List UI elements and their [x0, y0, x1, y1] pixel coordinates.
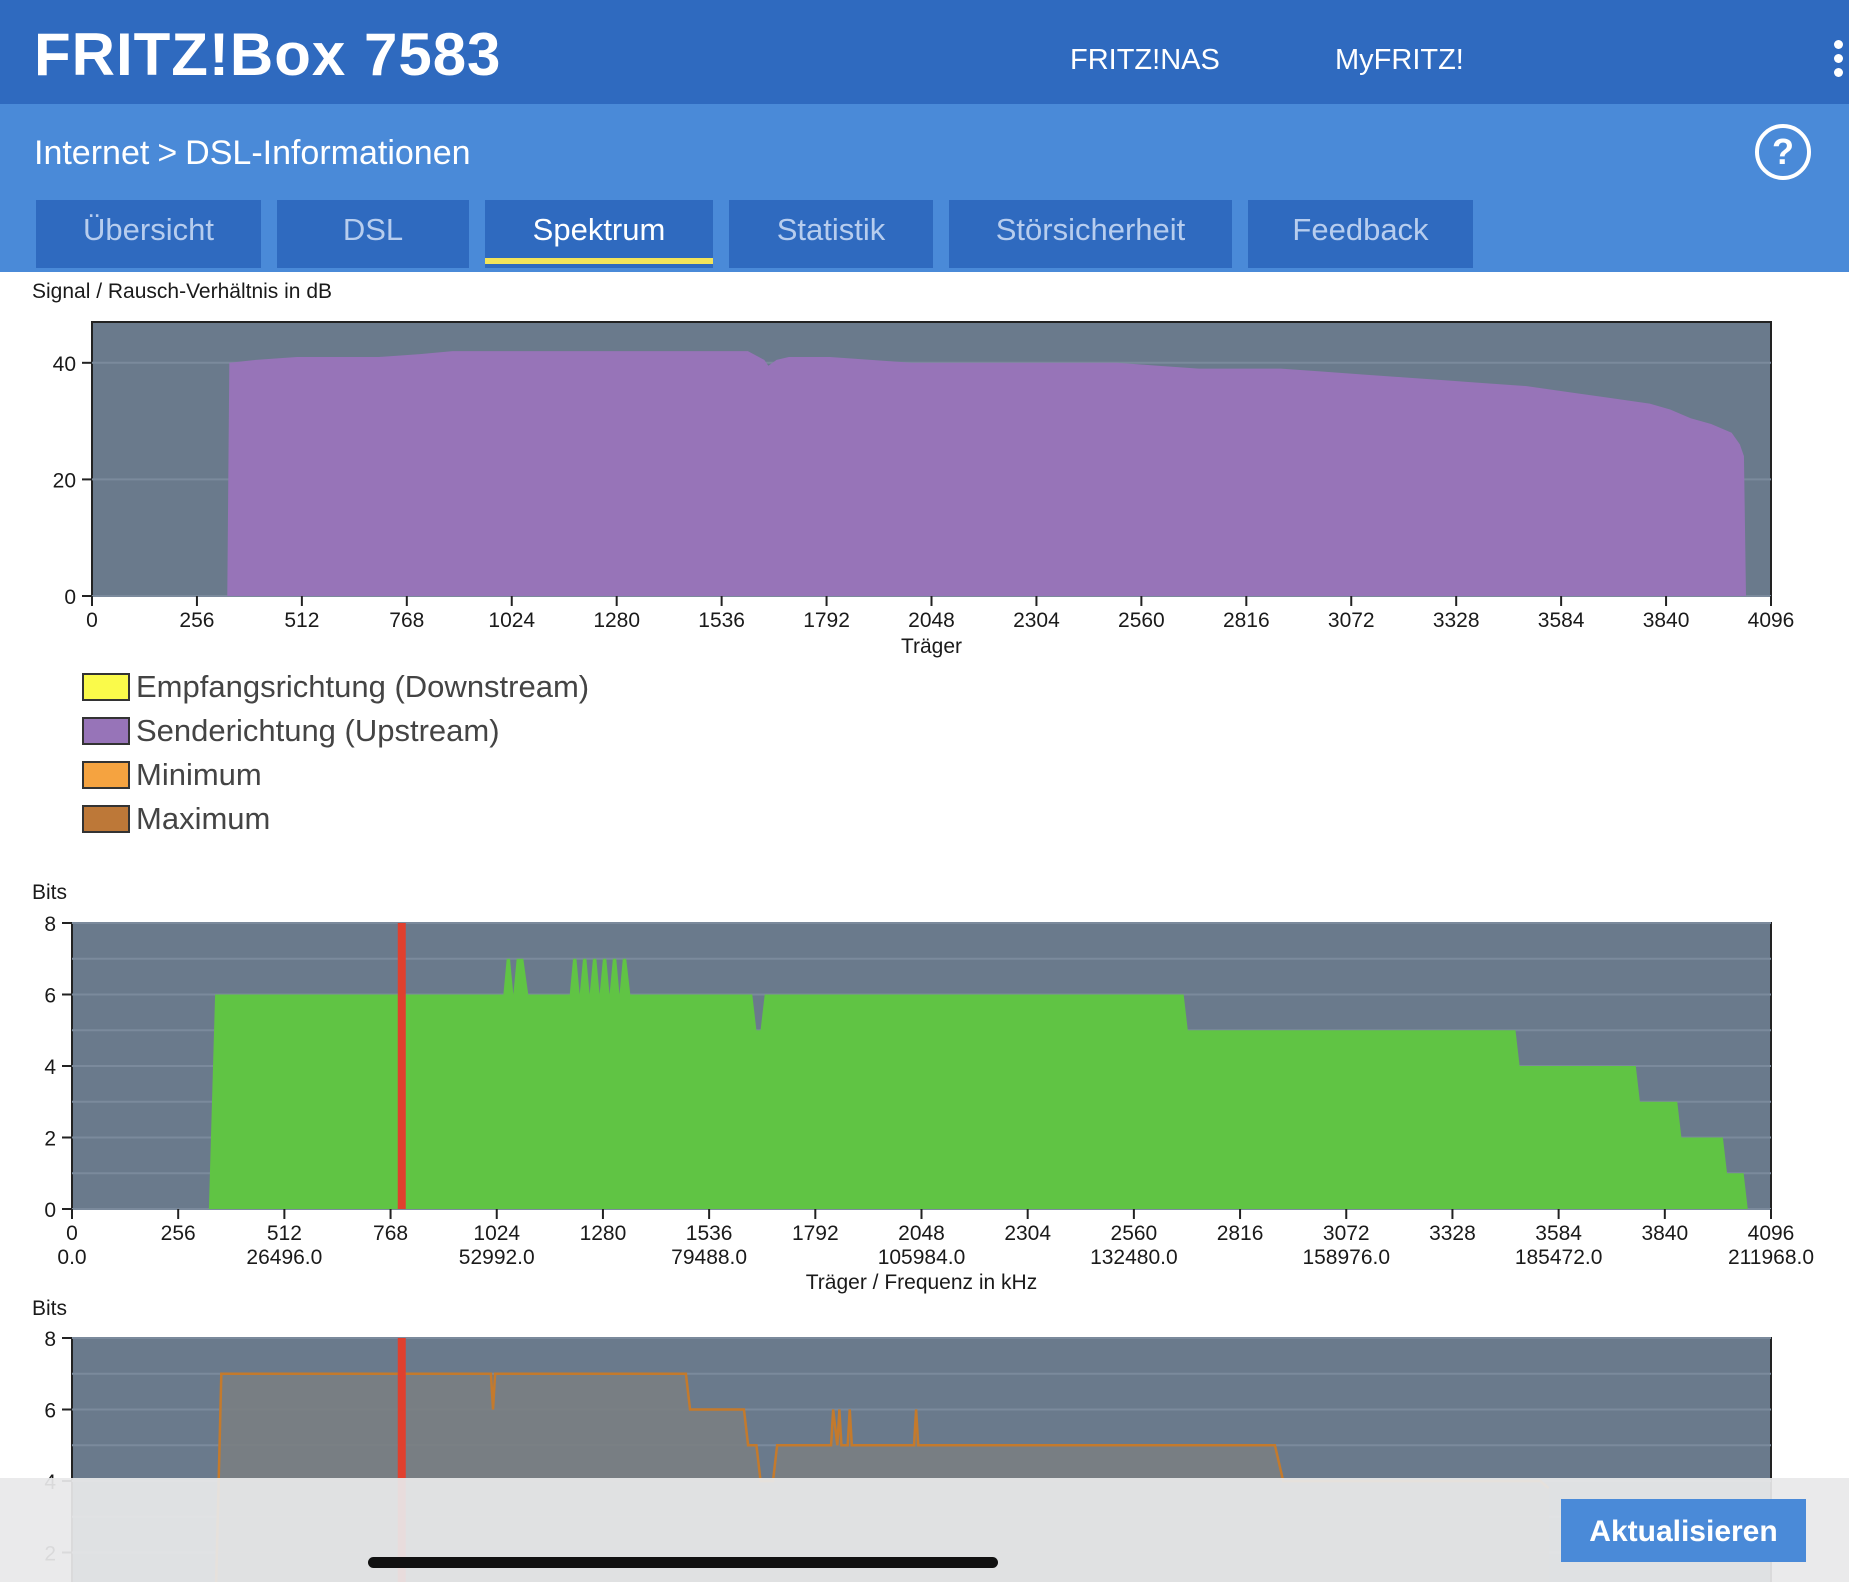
x-tick-label: 1280 — [580, 1222, 627, 1245]
link-myfritz[interactable]: MyFRITZ! — [1335, 44, 1464, 76]
x-tick-label: 0 — [86, 609, 98, 632]
legend-swatch-maximum — [82, 805, 130, 833]
x-tick-label: 2816 — [1223, 609, 1270, 632]
x-tick-label: 3328 — [1429, 1222, 1476, 1245]
y-tick-label: 0 — [64, 586, 76, 609]
x-tick-label: 2048 — [908, 609, 955, 632]
x-tick-label: 768 — [389, 609, 424, 632]
marker-line — [397, 1338, 406, 1582]
x-tick-label: 1536 — [686, 1222, 733, 1245]
y-tick-label: 4 — [44, 1056, 56, 1079]
x-tick-label: 3584 — [1538, 609, 1585, 632]
breadcrumb-parent[interactable]: Internet — [34, 134, 150, 172]
tab-spektrum[interactable]: Spektrum — [485, 200, 713, 268]
series-area — [72, 958, 1771, 1209]
x-tick-label-secondary: 79488.0 — [671, 1246, 747, 1269]
x-tick-label: 256 — [179, 609, 214, 632]
y-tick-label: 6 — [44, 985, 56, 1008]
bits-minmax-chart-title: Bits — [32, 1297, 68, 1320]
legend-label: Senderichtung (Upstream) — [136, 713, 500, 748]
more-menu-icon[interactable] — [1831, 40, 1845, 80]
x-tick-label: 3840 — [1643, 609, 1690, 632]
x-tick-label: 4096 — [1748, 1222, 1795, 1245]
y-tick-label: 2 — [44, 1128, 56, 1151]
x-axis-label: Träger / Frequenz in kHz — [806, 1271, 1037, 1294]
legend-label: Empfangsrichtung (Downstream) — [136, 669, 590, 704]
help-circle-icon[interactable]: ? — [1755, 124, 1811, 180]
y-tick-label: 0 — [44, 1199, 56, 1222]
tab-statistik[interactable]: Statistik — [729, 200, 933, 268]
bits-chart: 0 2 4 6 8 0 256 512 768 1024 1280 1536 1792 2048 2304 2… — [44, 913, 1814, 1294]
home-indicator — [368, 1557, 998, 1568]
series-area — [92, 351, 1771, 596]
y-tick-label: 8 — [44, 1328, 56, 1351]
x-tick-label: 1024 — [488, 609, 535, 632]
bits-chart-title: Bits — [32, 881, 68, 904]
x-tick-label: 2048 — [898, 1222, 945, 1245]
x-tick-label-secondary: 158976.0 — [1302, 1246, 1390, 1269]
y-tick-label: 8 — [44, 913, 56, 936]
x-tick-label-secondary: 0.0 — [57, 1246, 86, 1269]
x-tick-label: 3328 — [1433, 609, 1480, 632]
legend-swatch-minimum — [82, 761, 130, 789]
x-tick-label: 3072 — [1323, 1222, 1370, 1245]
series-line — [214, 1372, 1550, 1582]
snr-chart: 0 20 40 0 256 512 768 1024 1280 1536 1792 2048 2304 2… — [53, 321, 1795, 658]
tab-stoersicherheit[interactable]: Störsicherheit — [949, 200, 1232, 268]
x-tick-label: 2304 — [1004, 1222, 1051, 1245]
breadcrumb: Internet > DSL-Informationen — [34, 134, 471, 173]
snr-chart-title: Signal / Rausch-Verhältnis in dB — [32, 280, 332, 303]
x-tick-label: 1536 — [698, 609, 745, 632]
x-tick-label: 768 — [373, 1222, 408, 1245]
legend-label: Maximum — [136, 801, 271, 836]
x-tick-label: 3072 — [1328, 609, 1375, 632]
refresh-button[interactable]: Aktualisieren — [1561, 1499, 1806, 1562]
y-tick-label: 20 — [53, 469, 76, 492]
marker-line — [397, 923, 406, 1209]
x-tick-label: 512 — [267, 1222, 302, 1245]
top-bar — [0, 0, 1849, 104]
legend-label: Minimum — [136, 757, 262, 792]
breadcrumb-current: DSL-Informationen — [185, 134, 471, 172]
x-tick-label: 1792 — [803, 609, 850, 632]
x-tick-label: 512 — [284, 609, 319, 632]
brand-logo: FRITZ!Box 7583 — [34, 21, 502, 88]
breadcrumb-separator: > — [157, 134, 178, 172]
y-tick-label: 40 — [53, 353, 76, 376]
tab-feedback[interactable]: Feedback — [1248, 200, 1473, 268]
x-tick-label: 256 — [161, 1222, 196, 1245]
x-tick-label: 1024 — [473, 1222, 520, 1245]
y-tick-label: 6 — [44, 1400, 56, 1423]
x-tick-label: 2304 — [1013, 609, 1060, 632]
x-tick-label-secondary: 211968.0 — [1728, 1246, 1814, 1269]
tab-dsl[interactable]: DSL — [277, 200, 469, 268]
legend-swatch-upstream — [82, 717, 130, 745]
link-fritznas[interactable]: FRITZ!NAS — [1070, 44, 1220, 76]
x-tick-label: 2560 — [1118, 609, 1165, 632]
x-tick-label-secondary: 105984.0 — [878, 1246, 966, 1269]
x-tick-label: 0 — [66, 1222, 78, 1245]
x-tick-label: 1792 — [792, 1222, 839, 1245]
x-tick-label-secondary: 132480.0 — [1090, 1246, 1178, 1269]
x-tick-label: 4096 — [1748, 609, 1795, 632]
tab-uebersicht[interactable]: Übersicht — [36, 200, 261, 268]
x-tick-label: 2560 — [1111, 1222, 1158, 1245]
x-tick-label: 1280 — [593, 609, 640, 632]
x-tick-label-secondary: 185472.0 — [1515, 1246, 1603, 1269]
x-tick-label: 3840 — [1641, 1222, 1688, 1245]
legend-swatch-downstream — [82, 673, 130, 701]
x-tick-label-secondary: 52992.0 — [459, 1246, 535, 1269]
x-axis-label: Träger — [901, 635, 962, 658]
x-tick-label-secondary: 26496.0 — [246, 1246, 322, 1269]
x-tick-label: 3584 — [1535, 1222, 1582, 1245]
x-tick-label: 2816 — [1217, 1222, 1264, 1245]
